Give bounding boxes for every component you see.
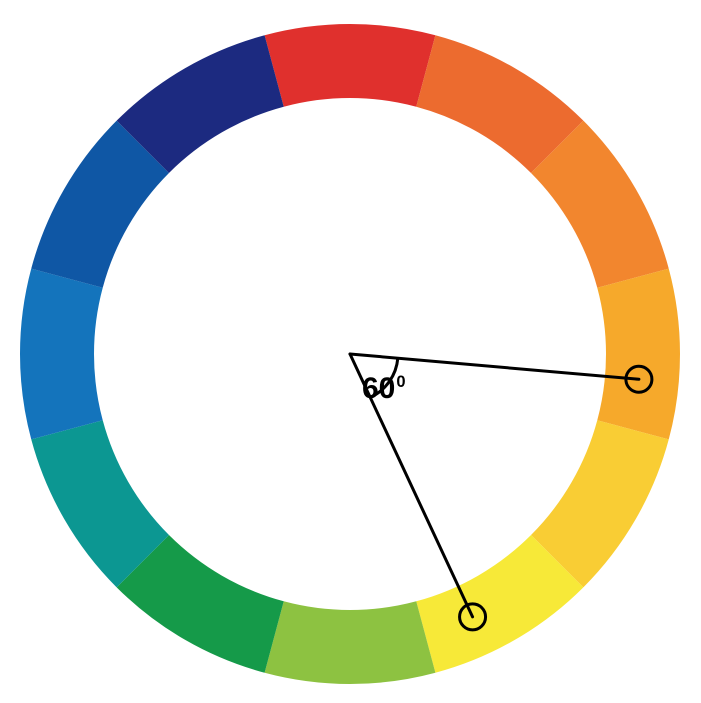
angle-degree-symbol: 0 xyxy=(396,373,405,391)
wheel-segment xyxy=(265,601,436,684)
color-wheel-diagram: 600 xyxy=(0,0,701,703)
wheel-segment xyxy=(265,24,436,107)
angle-value: 60 xyxy=(362,372,395,405)
color-wheel-svg xyxy=(0,0,701,703)
wheel-segment xyxy=(597,269,680,440)
angle-label: 600 xyxy=(362,372,406,406)
wheel-segment xyxy=(20,269,103,440)
